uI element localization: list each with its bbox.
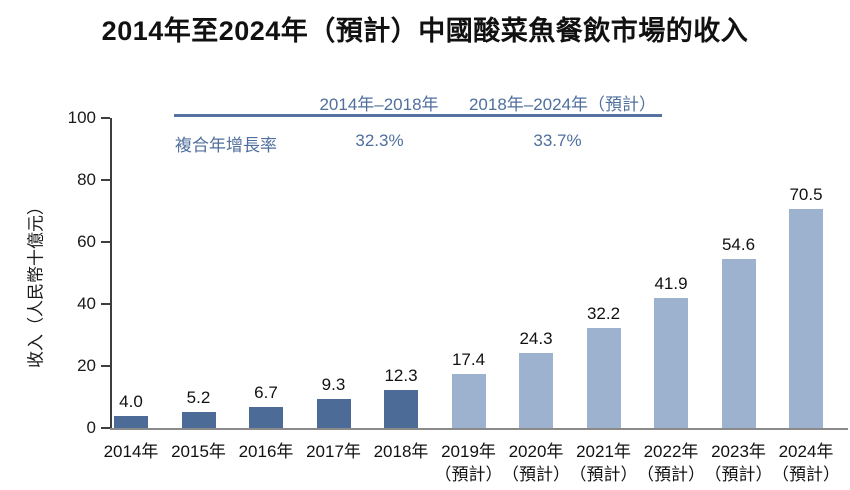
- bar-value-label-2016年: 6.7: [254, 383, 278, 402]
- y-tick-20: [101, 365, 110, 367]
- cagr-value-1: 32.3%: [355, 131, 404, 150]
- x-axis-label-2019年: 2019年: [441, 442, 496, 461]
- y-tick-80: [101, 179, 110, 181]
- bar-2016年: [249, 407, 283, 428]
- y-tick-label-20: 20: [77, 356, 96, 375]
- bar-value-label-2015年: 5.2: [186, 388, 211, 407]
- y-axis-title: 收入（人民幣十億元）: [26, 198, 46, 368]
- cagr-period-2-label: 2018年–2024年（預計）: [468, 95, 657, 114]
- bar-2019年: [451, 374, 486, 428]
- bar-2015年: [181, 412, 216, 428]
- bar-2017年: [316, 399, 351, 428]
- bar-value-label-2018年: 12.3: [384, 366, 418, 385]
- x-axis-label-2024年: 2024年: [778, 442, 834, 461]
- x-axis-note-2019年: （預計）: [434, 465, 503, 484]
- bar-2014年: [114, 416, 148, 428]
- bar-value-label-2021年: 32.2: [586, 304, 621, 323]
- bar-value-label-2020年: 24.3: [519, 329, 553, 348]
- x-axis-label-2023年: 2023年: [711, 442, 766, 461]
- y-tick-60: [101, 241, 110, 243]
- y-tick-label-60: 60: [77, 232, 96, 251]
- x-axis-label-2022年: 2022年: [643, 442, 699, 461]
- bar-value-label-2024年: 70.5: [789, 185, 823, 204]
- cagr-value-2: 33.7%: [533, 131, 582, 150]
- x-axis-label-2020年: 2020年: [508, 442, 564, 461]
- x-axis-note-2020年: （預計）: [502, 465, 570, 484]
- x-axis-note-2024年: （預計）: [772, 465, 840, 484]
- bar-value-label-2017年: 9.3: [321, 375, 346, 394]
- bar-value-label-2023年: 54.6: [721, 235, 756, 254]
- y-axis-line: [110, 118, 112, 430]
- x-axis-label-2017年: 2017年: [306, 442, 361, 461]
- x-axis-note-2023年: （預計）: [704, 465, 773, 484]
- x-axis-label-2018年: 2018年: [373, 442, 429, 461]
- x-axis-note-2022年: （預計）: [637, 465, 705, 484]
- x-axis-label-2015年: 2015年: [171, 442, 226, 461]
- bar-2022年: [654, 298, 688, 428]
- y-tick-label-40: 40: [77, 294, 96, 313]
- y-tick-0: [101, 427, 110, 429]
- chart-title: 2014年至2024年（預計）中國酸菜魚餐飲市場的收入: [101, 16, 749, 46]
- bar-2023年: [721, 259, 756, 428]
- bar-2024年: [789, 209, 823, 428]
- cagr-row-label: 複合年增長率: [175, 136, 277, 155]
- bar-value-label-2019年: 17.4: [451, 350, 486, 369]
- bar-2020年: [519, 353, 553, 428]
- bar-value-label-2022年: 41.9: [654, 274, 688, 293]
- bar-2021年: [586, 328, 621, 428]
- cagr-divider-line: [174, 114, 662, 117]
- x-axis-label-2016年: 2016年: [238, 442, 294, 461]
- x-axis-note-2021年: （預計）: [569, 465, 638, 484]
- bar-value-label-2014年: 4.0: [119, 392, 143, 411]
- y-tick-100: [101, 117, 110, 119]
- x-axis-label-2014年: 2014年: [103, 442, 159, 461]
- x-axis-line: [110, 428, 848, 430]
- cagr-period-1-label: 2014年–2018年: [319, 95, 439, 114]
- y-tick-label-100: 100: [67, 108, 96, 127]
- bar-2018年: [384, 390, 418, 428]
- y-tick-label-80: 80: [77, 170, 96, 189]
- y-tick-label-0: 0: [86, 418, 96, 437]
- x-axis-label-2021年: 2021年: [576, 442, 631, 461]
- y-tick-40: [101, 303, 110, 305]
